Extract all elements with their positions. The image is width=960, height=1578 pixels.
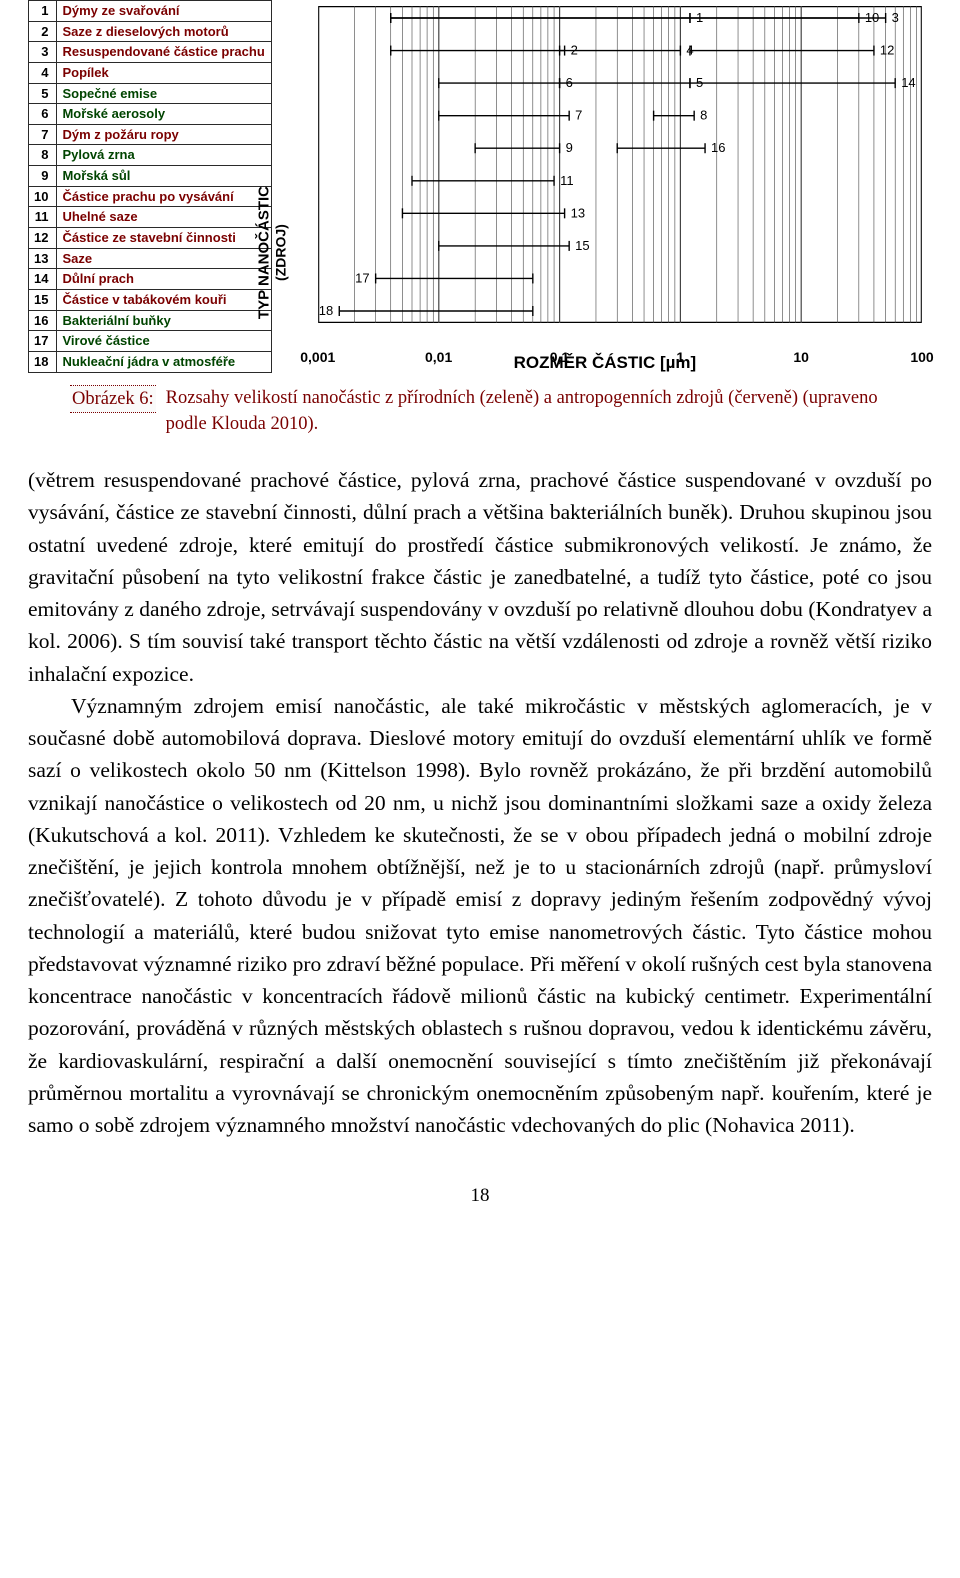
legend-index: 4 xyxy=(29,62,57,83)
legend-label: Dým z požáru ropy xyxy=(57,124,271,145)
y-axis-label: TYP NANOČÁSTIC (ZDROJ) xyxy=(255,186,288,319)
legend-index: 3 xyxy=(29,42,57,63)
legend-row: 5Sopečné emise xyxy=(29,83,272,104)
legend-label: Mořské aerosoly xyxy=(57,104,271,125)
legend-row: 8Pylová zrna xyxy=(29,145,272,166)
legend-label: Mořská sůl xyxy=(57,166,271,187)
legend-label: Saze z dieselových motorů xyxy=(57,21,271,42)
range-label: 14 xyxy=(901,75,915,90)
caption-text: Rozsahy velikostí nanočástic z přírodníc… xyxy=(166,385,890,439)
legend-row: 9Mořská sůl xyxy=(29,166,272,187)
legend-index: 7 xyxy=(29,124,57,145)
y-axis-label-sub: (ZDROJ) xyxy=(272,186,288,319)
legend-label: Saze xyxy=(57,248,271,269)
legend-index: 18 xyxy=(29,351,57,372)
legend-label: Resuspendované částice prachu xyxy=(57,42,271,63)
legend-label: Částice prachu po vysávání xyxy=(57,186,271,207)
range-label: 12 xyxy=(880,43,894,58)
legend-row: 10Částice prachu po vysávání xyxy=(29,186,272,207)
range-label: 7 xyxy=(575,108,582,123)
legend-index: 9 xyxy=(29,166,57,187)
legend-label: Uhelné saze xyxy=(57,207,271,228)
paragraph-2: Významným zdrojem emisí nanočástic, ale … xyxy=(28,690,932,1142)
range-label: 15 xyxy=(575,238,589,253)
legend-label: Důlní prach xyxy=(57,269,271,290)
legend-row: 16Bakteriální buňky xyxy=(29,310,272,331)
body-text: (větrem resuspendované prachové částice,… xyxy=(28,464,932,1141)
legend-row: 7Dým z požáru ropy xyxy=(29,124,272,145)
chart-svg: 126791113151718345816101214 xyxy=(318,6,922,323)
range-label: 18 xyxy=(319,303,333,318)
range-label: 17 xyxy=(355,270,369,285)
legend-index: 14 xyxy=(29,269,57,290)
legend-index: 16 xyxy=(29,310,57,331)
chart-plot-area: 126791113151718345816101214 xyxy=(318,6,922,323)
y-axis-label-main: TYP NANOČÁSTIC xyxy=(255,186,272,319)
legend-row: 4Popílek xyxy=(29,62,272,83)
legend-label: Virové částice xyxy=(57,331,271,352)
legend-row: 18Nukleační jádra v atmosféře xyxy=(29,351,272,372)
legend-row: 15Částice v tabákovém kouři xyxy=(29,289,272,310)
figure-caption: Obrázek 6: Rozsahy velikostí nanočástic … xyxy=(70,385,890,439)
range-label: 13 xyxy=(570,205,584,220)
legend-label: Dýmy ze svařování xyxy=(57,1,271,22)
legend-label: Částice ze stavební činnosti xyxy=(57,228,271,249)
page-number: 18 xyxy=(28,1185,932,1207)
legend-row: 12Částice ze stavební činnosti xyxy=(29,228,272,249)
chart-container: TYP NANOČÁSTIC (ZDROJ) 12679111315171834… xyxy=(278,0,932,373)
legend-index: 11 xyxy=(29,207,57,228)
legend-row: 14Důlní prach xyxy=(29,269,272,290)
legend-index: 8 xyxy=(29,145,57,166)
legend-label: Částice v tabákovém kouři xyxy=(57,289,271,310)
range-label: 9 xyxy=(565,140,572,155)
x-axis-label: ROZMĚR ČÁSTIC [µm] xyxy=(278,353,932,373)
legend-label: Sopečné emise xyxy=(57,83,271,104)
figure-6: 1Dýmy ze svařování2Saze z dieselových mo… xyxy=(28,0,932,373)
legend-label: Pylová zrna xyxy=(57,145,271,166)
legend-row: 11Uhelné saze xyxy=(29,207,272,228)
legend-table: 1Dýmy ze svařování2Saze z dieselových mo… xyxy=(28,0,272,373)
legend-index: 17 xyxy=(29,331,57,352)
legend-index: 5 xyxy=(29,83,57,104)
range-label: 8 xyxy=(700,108,707,123)
legend-row: 1Dýmy ze svařování xyxy=(29,1,272,22)
legend-row: 17Virové částice xyxy=(29,331,272,352)
legend-label: Popílek xyxy=(57,62,271,83)
legend-index: 13 xyxy=(29,248,57,269)
legend-label: Bakteriální buňky xyxy=(57,310,271,331)
legend-index: 1 xyxy=(29,1,57,22)
legend-row: 2Saze z dieselových motorů xyxy=(29,21,272,42)
range-label: 16 xyxy=(711,140,725,155)
caption-tag: Obrázek 6: xyxy=(70,385,156,414)
legend-index: 2 xyxy=(29,21,57,42)
legend-row: 3Resuspendované částice prachu xyxy=(29,42,272,63)
legend-index: 15 xyxy=(29,289,57,310)
range-label: 10 xyxy=(865,10,879,25)
page: 1Dýmy ze svařování2Saze z dieselových mo… xyxy=(0,0,960,1247)
legend-row: 13Saze xyxy=(29,248,272,269)
range-label: 11 xyxy=(560,173,574,188)
legend-index: 10 xyxy=(29,186,57,207)
range-label: 3 xyxy=(891,10,898,25)
paragraph-1: (větrem resuspendované prachové částice,… xyxy=(28,464,932,690)
legend-index: 12 xyxy=(29,228,57,249)
legend-row: 6Mořské aerosoly xyxy=(29,104,272,125)
legend-label: Nukleační jádra v atmosféře xyxy=(57,351,271,372)
legend-index: 6 xyxy=(29,104,57,125)
